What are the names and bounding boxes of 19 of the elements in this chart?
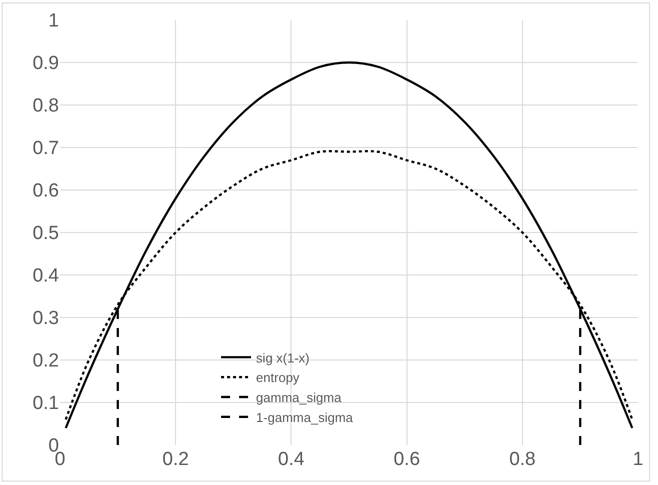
legend-label: gamma_sigma	[256, 390, 342, 406]
y-tick-label: 0.2	[32, 350, 59, 372]
y-tick-label: 0.5	[32, 223, 59, 244]
x-tick-label: 0.2	[162, 449, 189, 470]
y-tick-label: 0.7	[32, 138, 59, 160]
y-tick-label: 0.6	[32, 180, 59, 202]
legend-label: entropy	[256, 370, 300, 386]
y-tick-label: 1	[48, 10, 59, 32]
y-tick-label: 0.1	[32, 393, 59, 414]
y-tick-label: 0.3	[32, 308, 59, 330]
y-tick-label: 0.9	[32, 53, 59, 74]
legend-label: sig x(1-x)	[256, 350, 310, 366]
y-tick-label: 0.8	[32, 96, 59, 117]
legend-label: 1-gamma_sigma	[256, 410, 354, 425]
x-tick-label: 0.8	[509, 449, 536, 470]
x-tick-label: 1	[632, 449, 644, 470]
x-tick-label: 0.6	[394, 449, 420, 470]
y-tick-label: 0.4	[32, 266, 60, 287]
x-tick-label: 0.4	[278, 449, 305, 470]
